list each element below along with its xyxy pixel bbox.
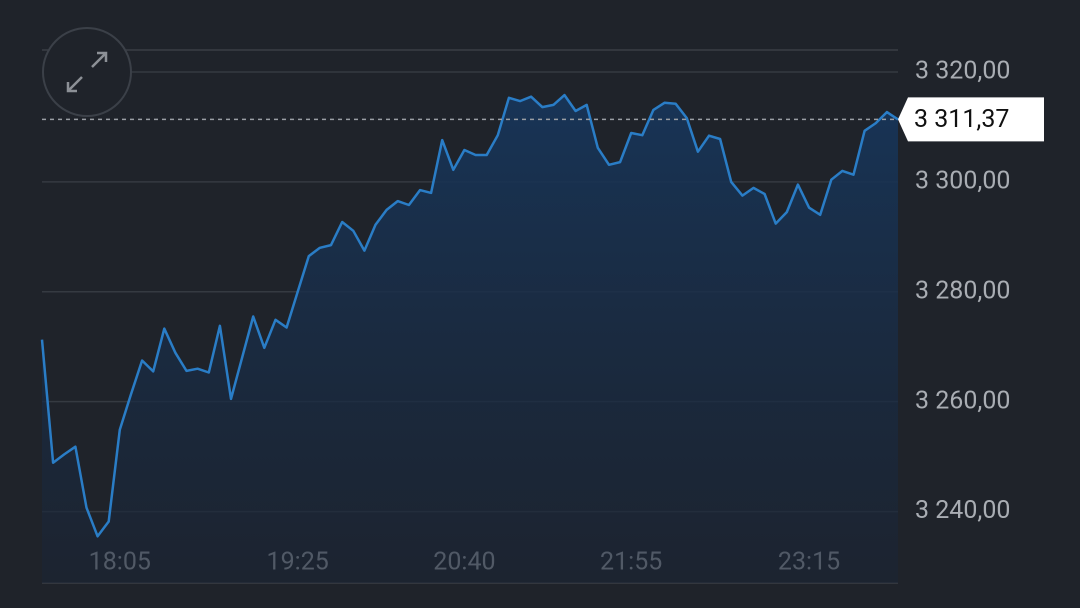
y-tick-label: 3 320,00	[915, 57, 1010, 86]
current-price-box	[898, 97, 1044, 142]
y-tick-label: 3 300,00	[915, 166, 1010, 195]
current-price-label: 3 311,37	[914, 105, 1009, 134]
plot-layer: 3 240,00 3 260,00 3 280,00 3 300,00 3 320,00…	[40, 57, 1044, 583]
expand-circle[interactable]	[42, 27, 132, 117]
expand-button[interactable]	[42, 27, 132, 117]
expand-icon[interactable]	[66, 51, 108, 93]
y-tick-label: 3 240,00	[915, 496, 1010, 525]
y-tick-label: 3 260,00	[915, 386, 1010, 415]
y-tick-label: 3 280,00	[915, 276, 1010, 305]
current-price-badge: 3 311,37	[898, 97, 1044, 142]
price-line	[40, 93, 899, 538]
area-fill	[42, 95, 898, 583]
